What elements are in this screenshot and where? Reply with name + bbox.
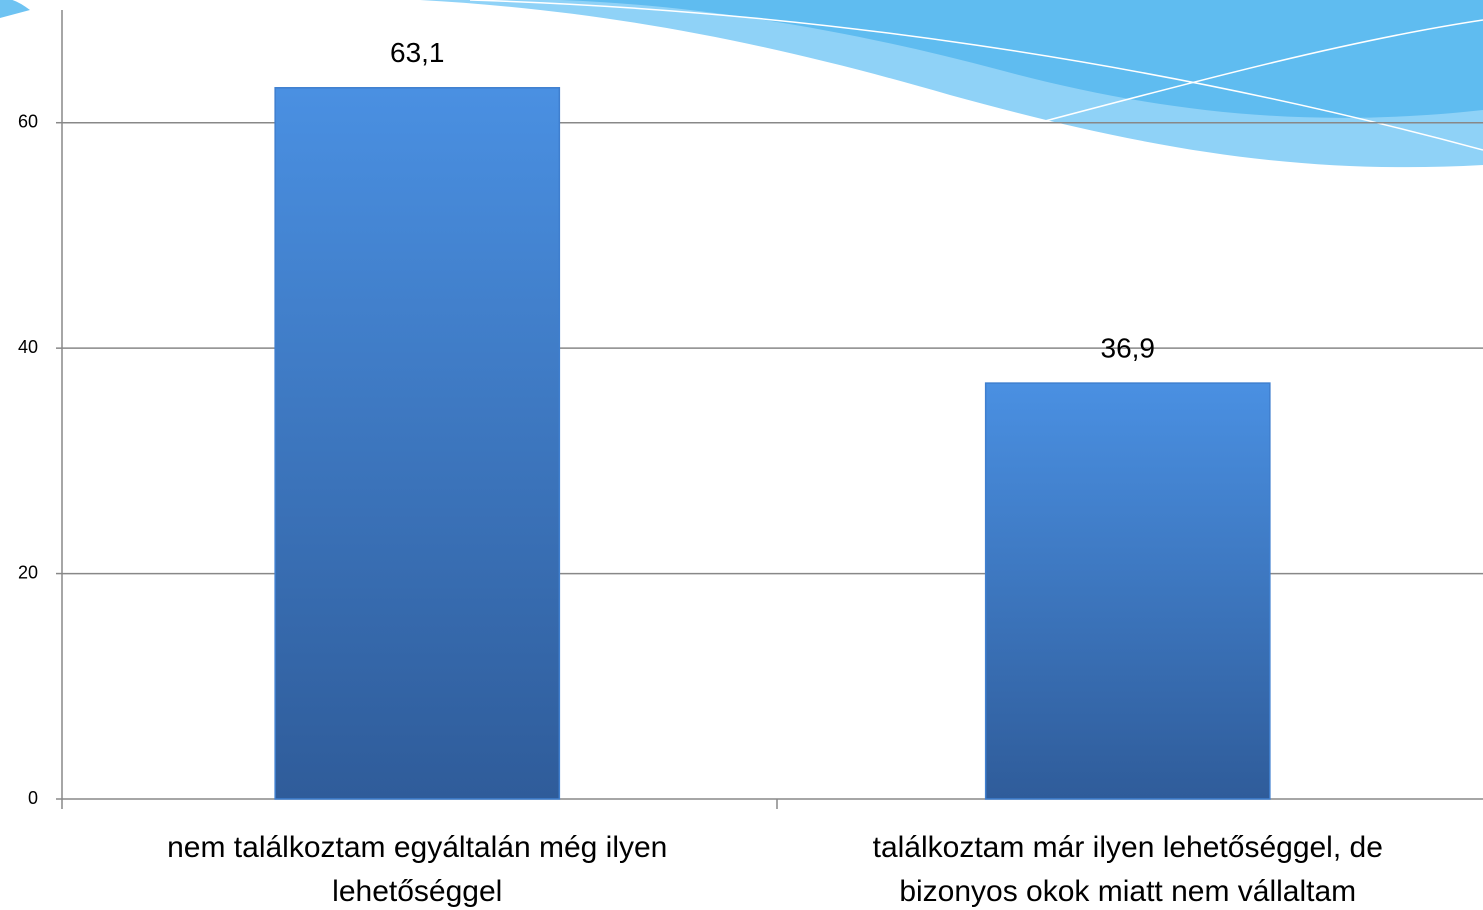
value-label: 36,9	[1101, 332, 1156, 363]
y-tick-label: 60	[18, 111, 38, 131]
y-tick-label: 40	[18, 337, 38, 357]
y-tick-label: 0	[28, 788, 38, 808]
value-label: 63,1	[390, 37, 445, 68]
bar	[986, 383, 1270, 799]
chart: 0 20 40 60 63,1 36,9	[0, 0, 1483, 910]
bar	[275, 88, 559, 799]
page: 0 20 40 60 63,1 36,9 nem találkoztam egyáltal…	[0, 0, 1483, 910]
decoration	[0, 0, 1483, 167]
x-tick-label: nem találkoztam egyáltalán még ilyen leh…	[107, 826, 727, 910]
x-tick-label: találkoztam már ilyen lehetőséggel, de b…	[818, 826, 1438, 910]
y-tick-label: 20	[18, 562, 38, 582]
